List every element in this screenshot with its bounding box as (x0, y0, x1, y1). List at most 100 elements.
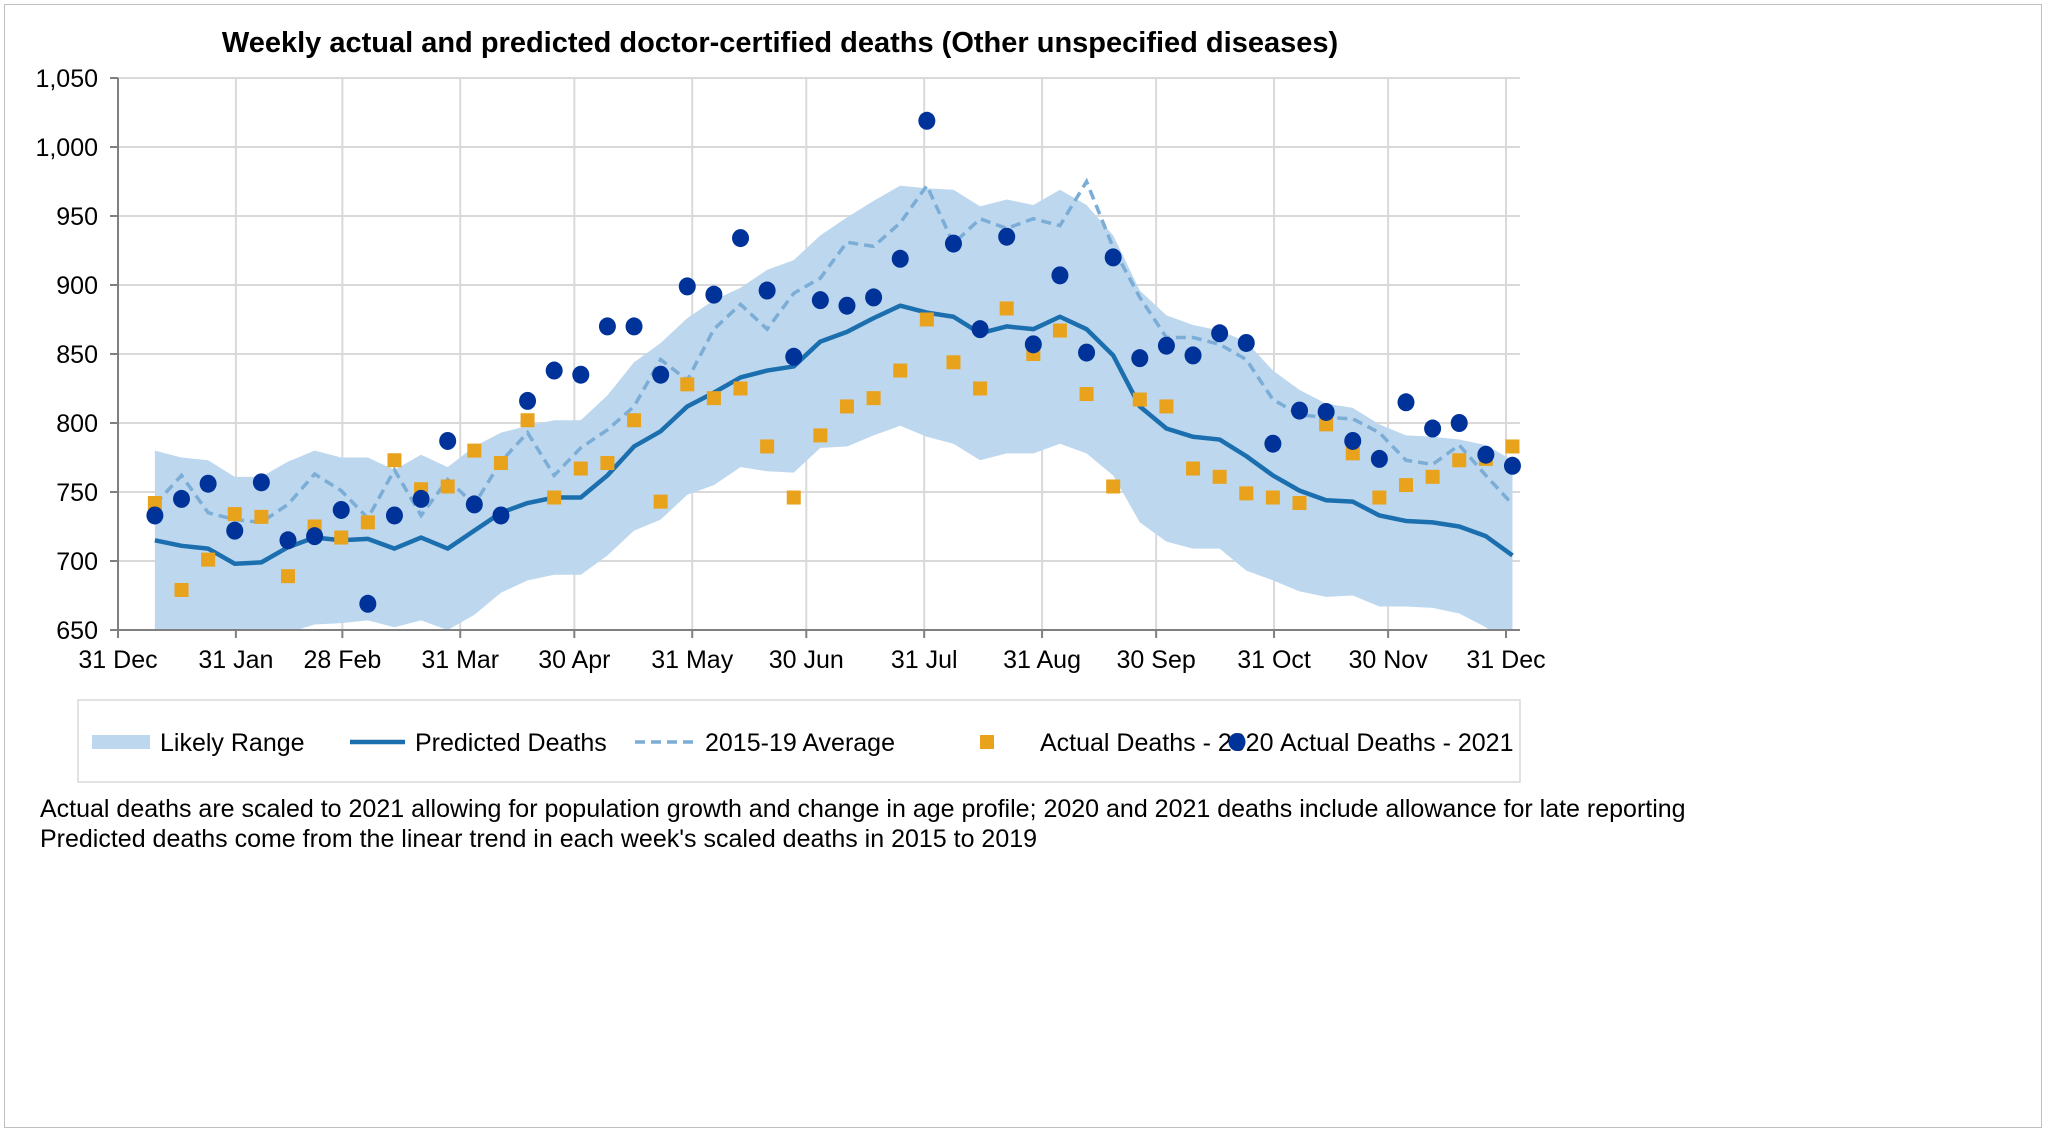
x-tick-label: 31 Mar (421, 646, 499, 674)
actual-2020-point (946, 355, 961, 370)
actual-2021-point (652, 365, 670, 384)
actual-2021-point (971, 320, 989, 339)
legend-swatch-likely-range (92, 735, 150, 749)
actual-2020-point (1319, 417, 1334, 432)
y-tick-label: 750 (56, 479, 98, 507)
actual-2021-point (492, 506, 510, 525)
actual-2021-point (252, 473, 270, 492)
actual-2020-point (1425, 469, 1440, 484)
actual-2020-point (1239, 486, 1254, 501)
actual-2020-point (919, 312, 934, 327)
y-tick-label: 1,000 (35, 134, 98, 162)
y-tick-label: 850 (56, 341, 98, 369)
actual-2021-point (1424, 419, 1442, 438)
actual-2021-point (1291, 401, 1309, 420)
actual-2021-point (1344, 431, 1362, 450)
actual-2020-point (387, 453, 402, 468)
legend-label-predicted-deaths: Predicted Deaths (415, 729, 607, 757)
legend-swatch-actual-deaths-2021 (1228, 733, 1246, 751)
actual-2020-point (174, 582, 189, 597)
x-tick-label: 28 Feb (303, 646, 381, 674)
actual-2021-point (1450, 414, 1468, 432)
actual-2020-point (680, 377, 695, 392)
chart-frame (4, 4, 2042, 1128)
actual-2021-point (705, 285, 723, 304)
legend-label-2015-19-average: 2015-19 Average (705, 729, 895, 757)
actual-2020-point (227, 507, 242, 522)
actual-2021-point (785, 347, 803, 366)
actual-2021-point (838, 296, 856, 315)
y-tick-label: 900 (56, 272, 98, 300)
actual-2020-point (1398, 478, 1413, 493)
x-tick-label: 31 Jul (891, 646, 958, 674)
actual-2021-point (199, 474, 217, 493)
actual-2020-point (653, 494, 668, 509)
actual-2021-point (572, 365, 590, 384)
actual-2021-point (1264, 434, 1282, 453)
predicted-deaths-line (154, 303, 1514, 567)
legend: Likely Range Predicted Deaths 2015-19 Aver… (92, 729, 1513, 757)
actual-2020-point (1052, 323, 1067, 338)
actual-2021-point (865, 288, 883, 307)
actual-2020-point (254, 509, 269, 524)
actual-2020-point (280, 569, 295, 584)
x-tick-label: 31 Dec (78, 646, 157, 674)
actual-2021-point (1157, 336, 1175, 355)
actual-2021-point (1397, 393, 1415, 412)
actual-2020-point (1372, 490, 1387, 505)
actual-2021-point (359, 594, 377, 613)
actual-2021-point (1024, 335, 1042, 354)
actual-2021-point (998, 227, 1016, 246)
legend-label-likely-range: Likely Range (160, 729, 305, 757)
actual-2020-point (760, 439, 775, 454)
actual-2021-point (1237, 333, 1255, 352)
actual-2021-point (465, 495, 483, 514)
actual-2020-point (1159, 399, 1174, 414)
actual-2020-point (839, 399, 854, 414)
actual-2021-point (279, 531, 297, 550)
actual-2020-point (813, 428, 828, 443)
likely-range-band (154, 185, 1513, 630)
actual-2021-point (678, 277, 696, 296)
actual-2020-point (973, 381, 988, 396)
actual-2021-point (598, 317, 616, 336)
actual-2021-point (519, 391, 537, 410)
actual-2020-point (1345, 446, 1360, 461)
actual-2020-point (201, 552, 216, 567)
actual-2020-point (1212, 469, 1227, 484)
actual-2021-point (1184, 346, 1202, 365)
actual-2020-point (893, 363, 908, 378)
actual-2020-point (999, 301, 1014, 316)
actual-2021-point (1131, 349, 1149, 368)
actual-2020-point (627, 413, 642, 428)
legend-box (77, 699, 1521, 783)
y-tick-label: 1,050 (35, 65, 98, 93)
actual-2021-point (918, 111, 936, 130)
actual-2021-point (732, 229, 750, 248)
actual-2021-point (625, 317, 643, 336)
footnote-2: Predicted deaths come from the linear tr… (40, 825, 1038, 853)
actual-2021-point (306, 527, 324, 546)
actual-2020-point (493, 456, 508, 471)
x-tick-label: 30 Nov (1349, 646, 1429, 674)
x-tick-label: 31 Aug (1003, 646, 1081, 674)
actual-2021-point (439, 431, 457, 450)
actual-2020-point (1132, 392, 1147, 407)
actual-2021-point (226, 521, 244, 540)
actual-2021-point (1051, 266, 1069, 285)
actual-2020-point (1505, 439, 1520, 454)
actual-2021-point (1078, 343, 1096, 362)
legend-label-actual-deaths-2021: Actual Deaths - 2021 (1280, 729, 1513, 757)
actual-2020-point (520, 413, 535, 428)
y-tick-label: 950 (56, 203, 98, 231)
actual-2021-point (146, 506, 164, 525)
actual-2020-point (1186, 461, 1201, 476)
actual-2021-point (412, 489, 430, 508)
chart-title: Weekly actual and predicted doctor-certi… (222, 27, 1338, 59)
x-tick-label: 31 Jan (198, 646, 273, 674)
actual-2020-point (706, 391, 721, 406)
actual-2021-point (385, 506, 403, 525)
actual-2020-point (573, 461, 588, 476)
actual-2021-point (944, 234, 962, 253)
